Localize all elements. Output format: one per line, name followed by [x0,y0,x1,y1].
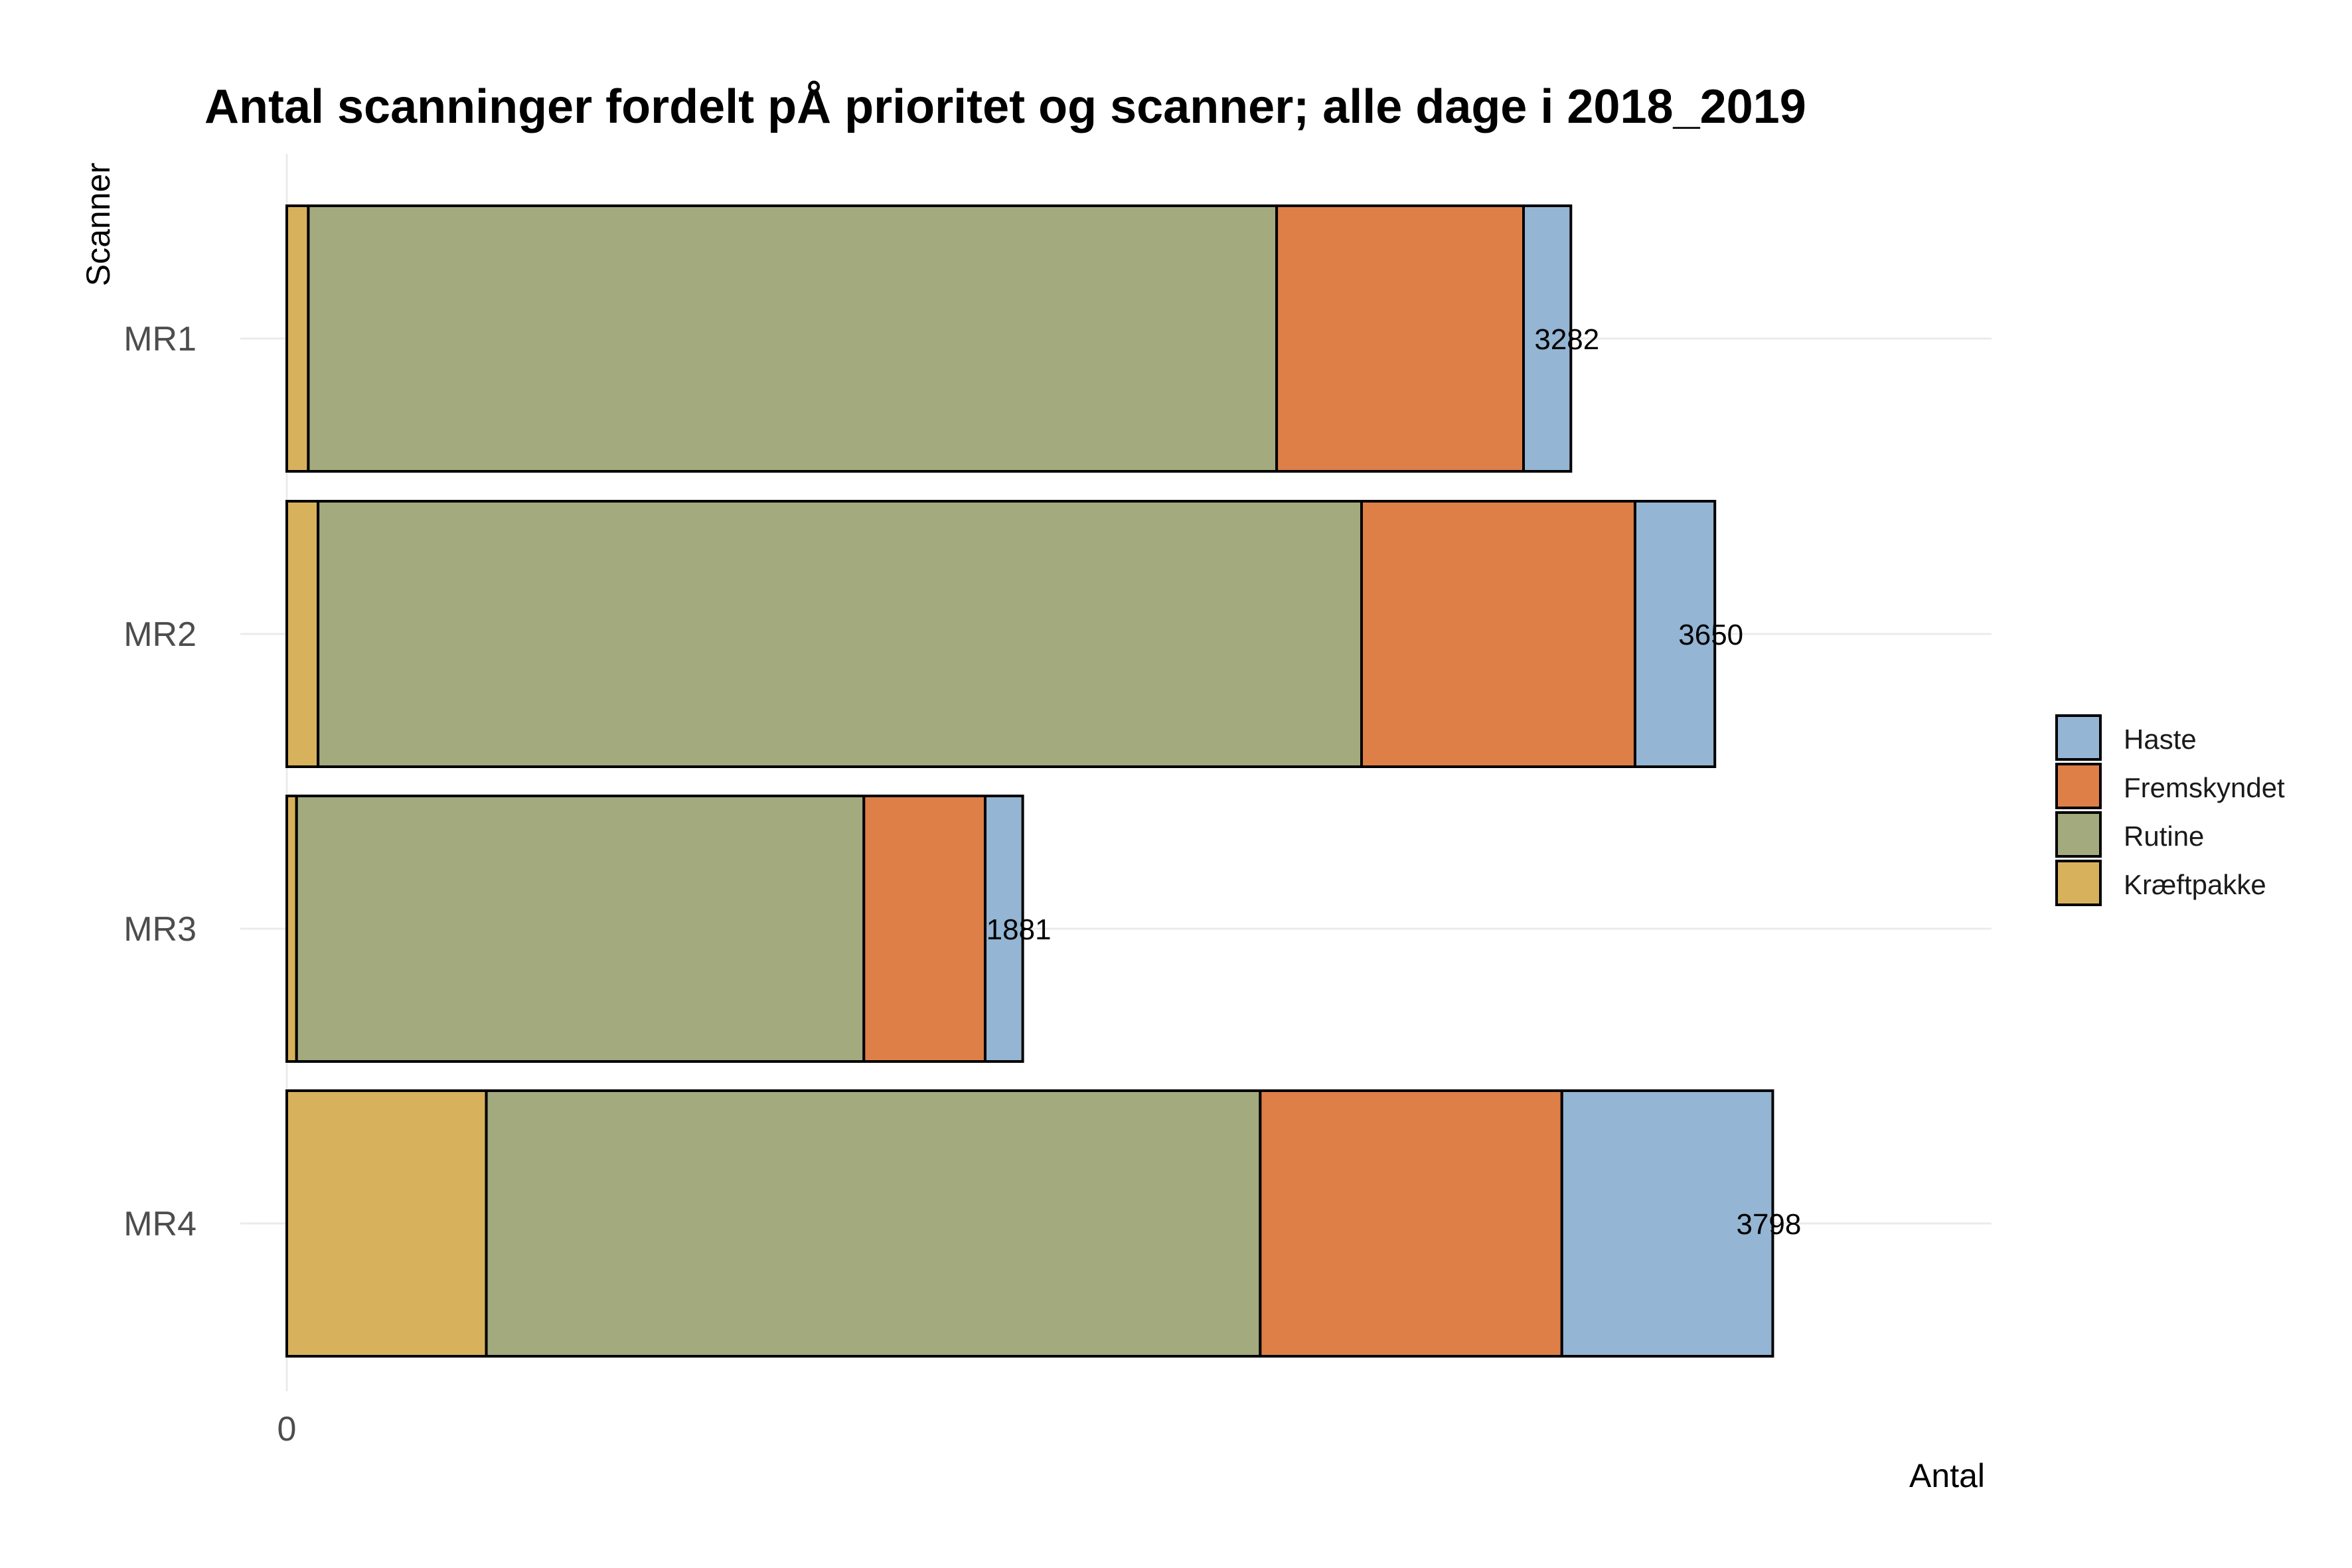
legend-label-rutine: Rutine [2124,821,2204,852]
y-tick-mr1: MR1 [123,320,196,358]
bar-mr3-kræftpakke [285,795,298,1063]
legend-label-fremskyndet: Fremskyndet [2124,772,2285,803]
bar-mr1-haste [1522,204,1573,473]
chart-title: Antal scanninger fordelt pÅ prioritet og… [204,80,1806,133]
bar-mr1-fremskyndet [1275,204,1526,473]
total-labels: 3282 3650 1881 3798 [986,323,1802,1241]
y-tick-mr3: MR3 [123,910,196,949]
bar-mr3-rutine [295,795,866,1063]
legend: Haste Fremskyndet Rutine Kræftpakke [2055,714,2285,906]
bar-mr4-rutine [485,1089,1262,1358]
y-tick-mr2: MR2 [123,615,196,654]
bar-mr3-haste [984,795,1024,1063]
y-tick-mr4: MR4 [123,1205,196,1243]
bar-mr4-kræftpakke [285,1089,488,1358]
legend-label-kræftpakke: Kræftpakke [2124,869,2266,900]
bar-mr2-haste [1633,500,1717,768]
x-axis-title: Antal [1909,1457,1985,1494]
x-tick-0: 0 [277,1410,297,1449]
bar-mr1-kræftpakke [285,204,310,473]
legend-swatch-haste [2055,714,2102,761]
bar-mr2-rutine [317,500,1364,768]
x-tick-labels: 0 [277,1410,297,1449]
bar-mr2-kræftpakke [285,500,320,768]
bar-mr2-fremskyndet [1360,500,1636,768]
y-tick-labels: MR1 MR2 MR3 MR4 [123,320,196,1243]
y-axis-title: Scanner [80,163,117,286]
legend-label-haste: Haste [2124,724,2197,755]
bar-stacks [285,204,1774,1358]
total-label-mr4: 3798 [1736,1208,1801,1241]
total-label-mr2: 3650 [1678,619,1743,651]
legend-swatch-fremskyndet [2055,763,2102,809]
bar-mr4-haste [1560,1089,1774,1358]
bar-mr4-fremskyndet [1259,1089,1563,1358]
legend-swatch-kræftpakke [2055,860,2102,906]
bar-mr3-fremskyndet [862,795,987,1063]
legend-swatch-rutine [2055,811,2102,858]
total-label-mr3: 1881 [986,913,1052,946]
bar-mr1-rutine [307,204,1279,473]
total-label-mr1: 3282 [1534,323,1599,356]
